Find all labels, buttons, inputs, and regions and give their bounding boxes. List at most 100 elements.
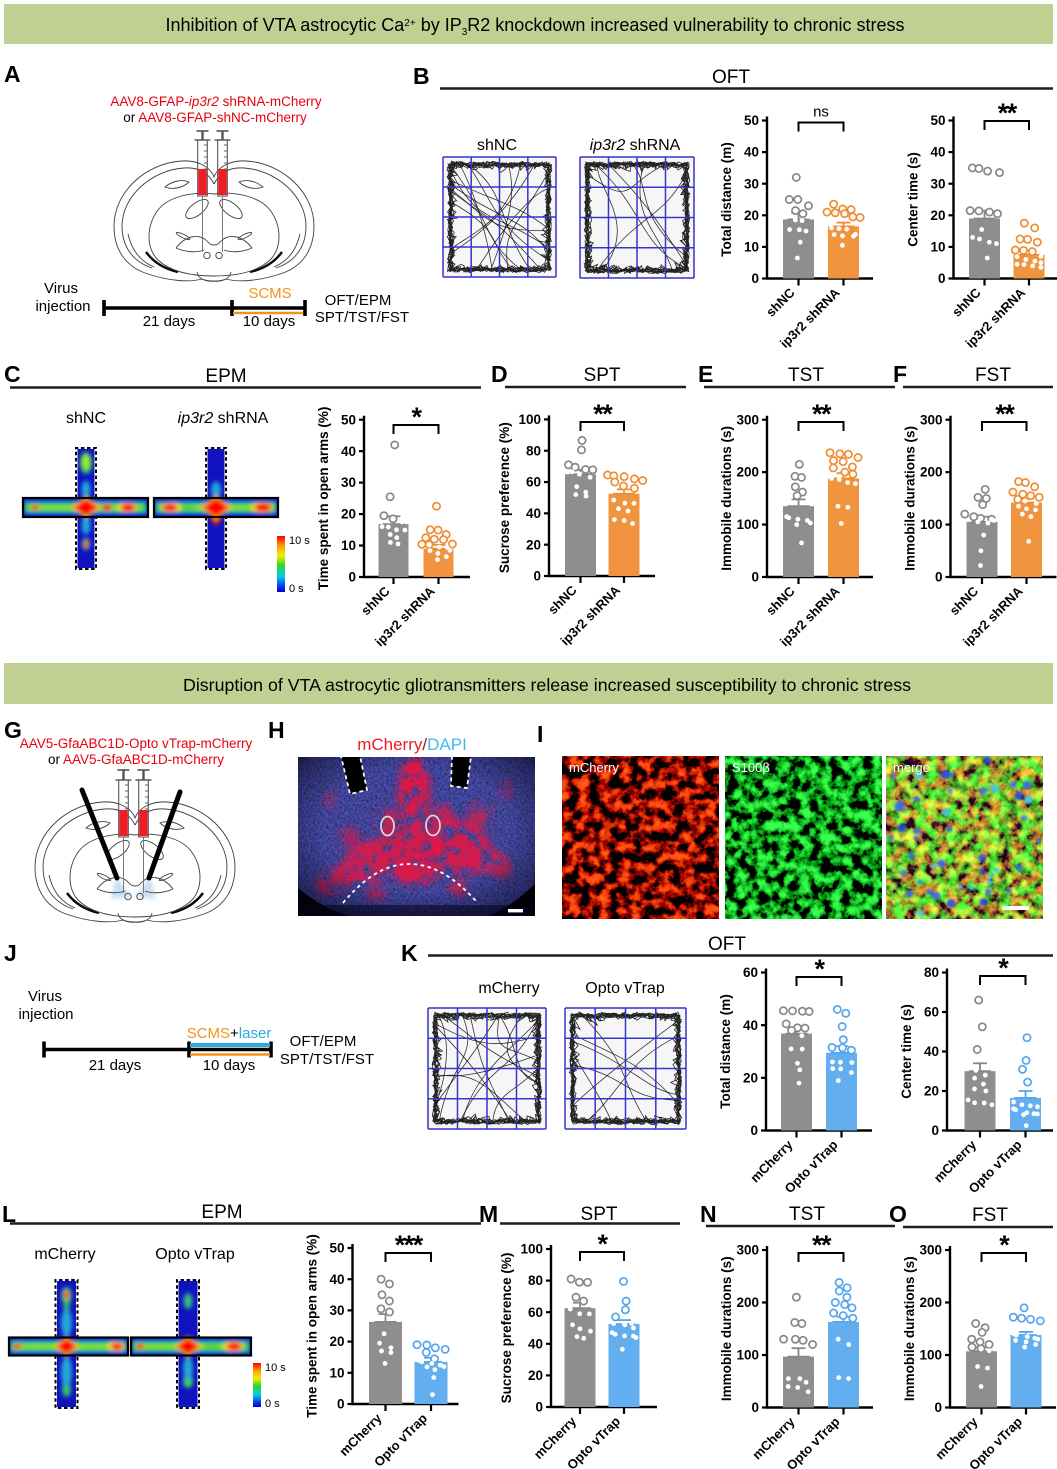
svg-text:10 s: 10 s [265,1362,286,1374]
svg-text:SCMS: SCMS [248,285,291,302]
svg-text:SPT/TST/FST: SPT/TST/FST [280,1051,374,1068]
svg-text:OFT: OFT [708,934,746,955]
svg-text:200: 200 [736,465,759,480]
svg-text:10 days: 10 days [243,313,296,330]
svg-text:0: 0 [934,1400,942,1415]
svg-text:0 s: 0 s [289,583,304,595]
svg-text:M: M [479,1201,498,1227]
svg-text:50: 50 [329,1241,344,1256]
svg-text:40: 40 [528,1336,543,1351]
svg-text:I: I [537,721,543,747]
svg-text:Time spent in open arms (%): Time spent in open arms (%) [305,1234,320,1418]
svg-text:SPT: SPT [581,1204,618,1225]
svg-text:L: L [2,1201,16,1227]
svg-text:Immobile durations (s): Immobile durations (s) [719,1256,734,1401]
svg-text:Inhibition of VTA astrocytic C: Inhibition of VTA astrocytic Ca2+ by IP3… [166,15,905,38]
svg-text:TST: TST [788,365,824,386]
svg-text:200: 200 [920,465,943,480]
svg-text:0: 0 [931,1123,939,1138]
svg-text:60: 60 [528,1305,543,1320]
svg-text:Total distance (m): Total distance (m) [719,142,734,257]
svg-text:0: 0 [750,1123,758,1138]
svg-text:mCherry: mCherry [569,760,619,775]
svg-text:0: 0 [535,1400,543,1415]
svg-text:200: 200 [919,1295,942,1310]
svg-text:Opto vTrap: Opto vTrap [585,980,665,997]
svg-text:0: 0 [337,1397,345,1412]
svg-text:F: F [893,361,907,387]
svg-text:50: 50 [744,113,759,128]
svg-text:40: 40 [930,145,945,160]
svg-text:**: ** [593,399,613,429]
svg-text:OFT/EPM: OFT/EPM [290,1033,357,1050]
svg-text:shNC: shNC [66,410,106,427]
svg-text:100: 100 [736,1348,759,1363]
svg-text:C: C [4,361,21,387]
svg-text:mCherry: mCherry [34,1246,95,1263]
svg-text:K: K [401,940,418,966]
svg-text:Opto vTrap: Opto vTrap [155,1246,235,1263]
svg-text:Virus: Virus [28,988,62,1005]
svg-text:10 days: 10 days [203,1057,256,1074]
svg-text:40: 40 [526,506,541,521]
svg-text:SPT/TST/FST: SPT/TST/FST [315,309,409,326]
svg-text:**: ** [812,1230,832,1260]
svg-text:20: 20 [329,1334,344,1349]
svg-text:20: 20 [526,537,541,552]
svg-text:Sucrose preference (%): Sucrose preference (%) [497,422,512,573]
svg-text:21 days: 21 days [143,313,196,330]
svg-text:50: 50 [341,412,356,427]
svg-text:Disruption of VTA astrocytic g: Disruption of VTA astrocytic gliotransmi… [183,675,911,695]
svg-text:E: E [698,361,713,387]
svg-text:AAV8-GFAP-ip3r2 shRNA-mCherry: AAV8-GFAP-ip3r2 shRNA-mCherry [110,94,322,109]
svg-text:Immobile durations (s): Immobile durations (s) [902,1256,917,1401]
svg-text:A: A [4,61,21,87]
svg-text:mCherry/DAPI: mCherry/DAPI [357,735,467,754]
svg-text:Center time (s): Center time (s) [899,1004,914,1099]
svg-text:injection: injection [18,1006,73,1023]
svg-text:J: J [4,940,17,966]
svg-text:20: 20 [743,1070,758,1085]
svg-text:**: ** [995,399,1015,429]
svg-text:80: 80 [924,965,939,980]
svg-text:21 days: 21 days [89,1057,142,1074]
svg-text:injection: injection [35,298,90,315]
svg-text:FST: FST [975,365,1011,386]
svg-text:300: 300 [736,412,759,427]
svg-text:20: 20 [744,208,759,223]
svg-text:300: 300 [920,412,943,427]
svg-text:100: 100 [919,1348,942,1363]
svg-text:EPM: EPM [201,1202,242,1223]
svg-text:20: 20 [341,507,356,522]
svg-text:Virus: Virus [44,280,78,297]
svg-text:0: 0 [938,271,946,286]
svg-text:40: 40 [341,444,356,459]
svg-text:0: 0 [751,271,759,286]
svg-text:N: N [700,1201,717,1227]
svg-text:FST: FST [972,1205,1008,1226]
svg-text:Immobile durations (s): Immobile durations (s) [903,426,918,571]
svg-text:50: 50 [930,113,945,128]
svg-text:10: 10 [930,240,945,255]
svg-text:40: 40 [329,1272,344,1287]
svg-text:300: 300 [919,1243,942,1258]
svg-text:0: 0 [935,570,943,585]
svg-text:60: 60 [924,1005,939,1020]
svg-text:0 s: 0 s [265,1398,280,1410]
svg-text:100: 100 [736,517,759,532]
svg-text:10: 10 [744,240,759,255]
svg-text:S100β: S100β [732,760,770,775]
svg-text:or AAV5-GfaABC1D-mCherry: or AAV5-GfaABC1D-mCherry [48,752,224,767]
svg-text:mCherry: mCherry [478,980,539,997]
svg-text:**: ** [812,399,832,429]
svg-text:Total distance (m): Total distance (m) [718,994,733,1109]
svg-text:shNC: shNC [477,137,517,154]
svg-text:Center time (s): Center time (s) [906,152,921,247]
svg-text:300: 300 [736,1243,759,1258]
svg-text:20: 20 [924,1084,939,1099]
svg-text:ip3r2 shRNA: ip3r2 shRNA [178,410,269,427]
svg-text:OFT: OFT [712,67,750,88]
svg-text:TST: TST [789,1204,825,1225]
svg-text:Time spent in open arms (%): Time spent in open arms (%) [316,407,331,591]
svg-text:SPT: SPT [584,365,621,386]
